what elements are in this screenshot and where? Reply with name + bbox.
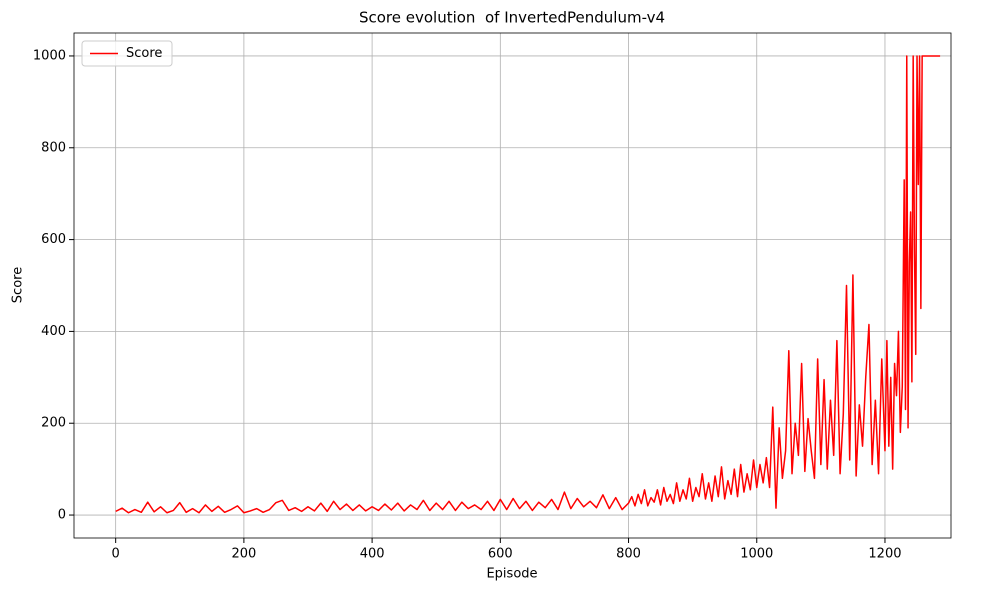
y-tick-label: 600 [41, 232, 66, 247]
y-tick-label: 1000 [33, 48, 66, 63]
y-tick-label: 800 [41, 140, 66, 155]
x-tick-label: 800 [616, 547, 641, 562]
y-tick-label: 400 [41, 324, 66, 339]
legend-label: Score [126, 46, 162, 61]
plot-frame [73, 32, 952, 539]
legend-box [81, 40, 173, 67]
x-tick-label: 400 [360, 547, 385, 562]
x-tick-label: 200 [231, 547, 256, 562]
score-line [115, 55, 941, 514]
chart-title: Score evolution of InvertedPendulum-v4 [359, 9, 665, 27]
x-tick-label: 600 [488, 547, 513, 562]
y-tick-label: 0 [58, 508, 66, 523]
y-tick-label: 200 [41, 416, 66, 431]
x-tick-label: 1200 [868, 547, 901, 562]
y-axis-label: Score [11, 267, 26, 303]
x-tick-label: 0 [112, 547, 120, 562]
x-tick-label: 1000 [740, 547, 773, 562]
x-axis-label: Episode [486, 567, 537, 582]
